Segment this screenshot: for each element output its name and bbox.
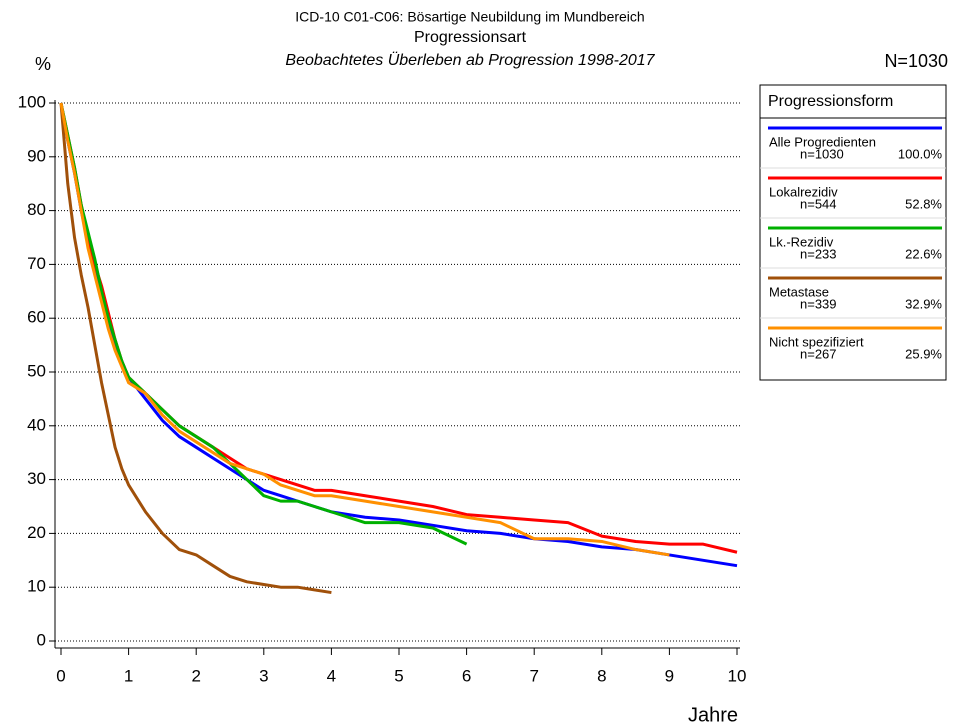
x-tick-label: 10 [728,666,747,685]
chart-subtitle: Beobachtetes Überleben ab Progression 19… [285,51,655,69]
legend-share: 22.6% [905,246,942,261]
survival-curve [59,102,738,554]
y-tick-label: 60 [27,308,46,327]
x-tick-label: 1 [124,666,133,685]
legend-title: Progressionsform [768,93,893,110]
legend-label: Lokalrezidiv [769,184,838,199]
x-tick-label: 2 [191,666,200,685]
y-tick-label: 70 [27,254,46,273]
legend-count: n=1030 [800,146,844,161]
legend-count: n=339 [800,296,837,311]
x-tick-label: 9 [665,666,674,685]
y-tick-label: 40 [27,415,46,434]
y-tick-label: 20 [27,523,46,542]
chart-title: ICD-10 C01-C06: Bösartige Neubildung im … [295,9,644,25]
x-tick-label: 5 [394,666,403,685]
x-tick-label: 0 [56,666,65,685]
y-axis-label: % [35,54,51,74]
x-tick-label: 7 [529,666,538,685]
legend-count: n=233 [800,246,837,261]
survival-curve [59,102,738,568]
survival-curve [59,102,670,557]
legend-count: n=544 [800,196,837,211]
y-tick-label: 50 [27,361,46,380]
y-tick-label: 30 [27,469,46,488]
legend-share: 25.9% [905,346,942,361]
legend-label: Alle Progredienten [769,134,876,149]
survival-curve [59,102,468,546]
legend-count: n=267 [800,346,837,361]
y-tick-label: 100 [18,92,46,111]
legend-label: Nicht spezifiziert [769,334,864,349]
x-tick-label: 6 [462,666,471,685]
y-tick-label: 10 [27,577,46,596]
x-axis-label: Jahre [688,704,738,726]
legend-label: Metastase [769,284,829,299]
chart-subtitle: Progressionsart [414,29,527,46]
legend-share: 52.8% [905,196,942,211]
x-tick-label: 3 [259,666,268,685]
survival-curve [59,102,332,595]
y-tick-label: 80 [27,200,46,219]
legend-share: 32.9% [905,296,942,311]
y-tick-label: 0 [37,630,46,649]
x-tick-label: 8 [597,666,606,685]
legend-label: Lk.-Rezidiv [769,234,834,249]
x-tick-label: 4 [327,666,336,685]
legend-box [759,84,947,381]
y-tick-label: 90 [27,146,46,165]
total-label: N=1030 [884,51,948,71]
legend-share: 100.0% [898,146,943,161]
